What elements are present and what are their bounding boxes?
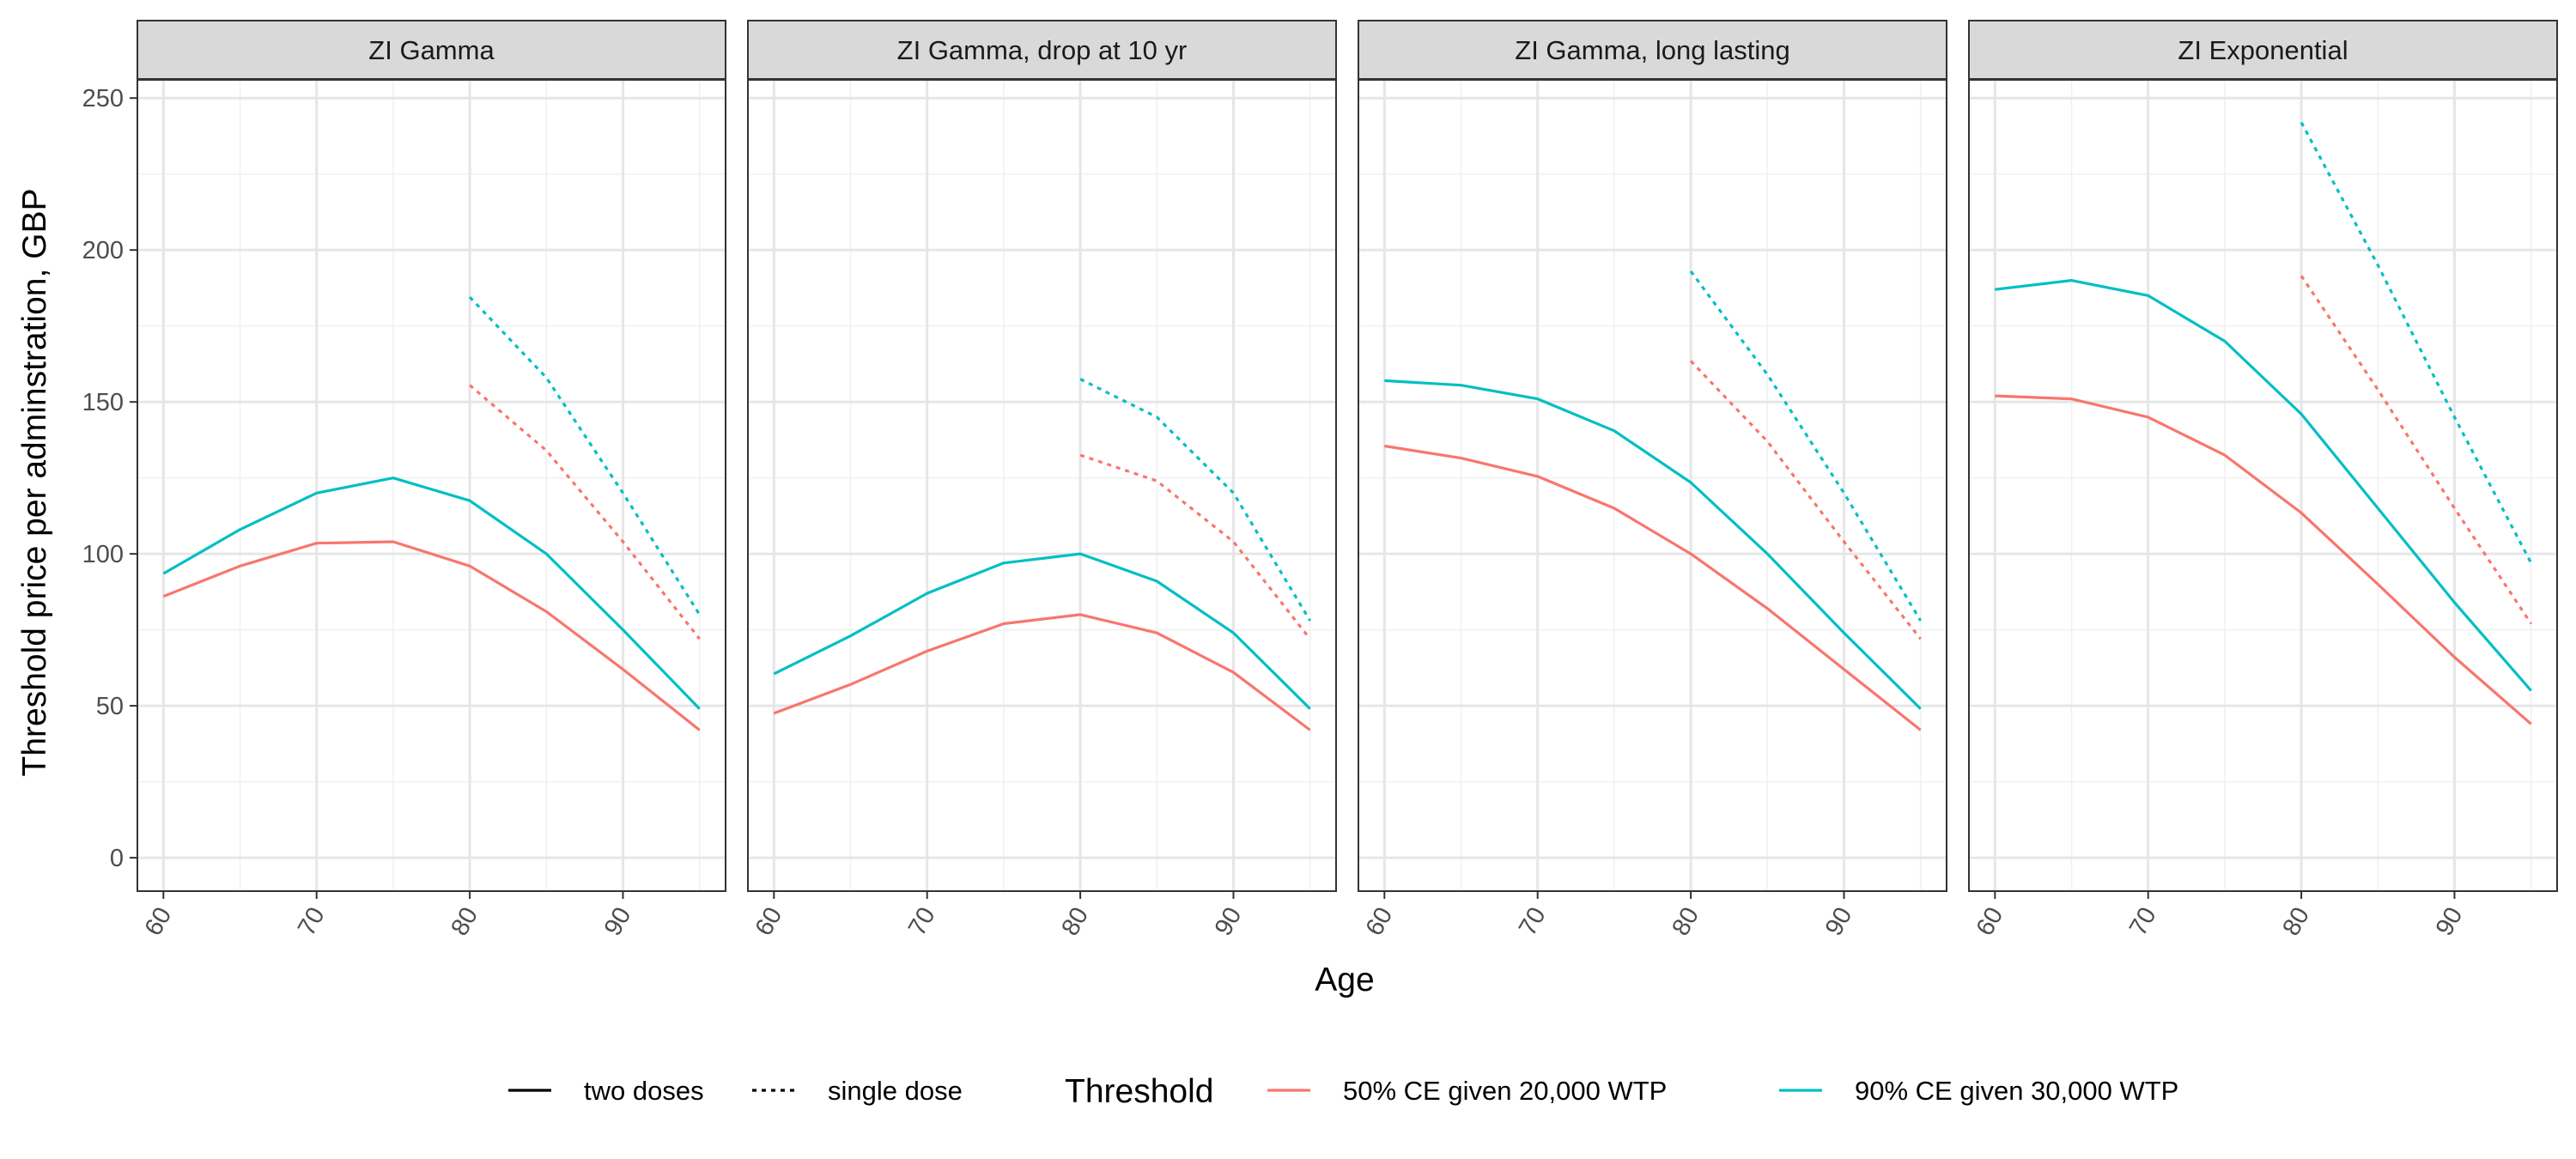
series-line-cyan-two-doses bbox=[1384, 379, 1922, 710]
gridlines bbox=[137, 80, 726, 891]
x-tick-label: 70 bbox=[1514, 903, 1552, 941]
gridlines bbox=[1358, 80, 1947, 891]
x-axis: 60 70 80 90 bbox=[1361, 891, 1858, 940]
x-tick-label: 80 bbox=[446, 903, 483, 941]
series-lines bbox=[1995, 121, 2533, 725]
panel-background bbox=[137, 80, 726, 891]
facet-panel-2: ZI Gamma, drop at 10 yr 60 70 80 90 bbox=[747, 20, 1337, 940]
series-line-red-two-doses bbox=[162, 540, 701, 731]
series-line-cyan-two-doses bbox=[773, 552, 1311, 710]
legend-title: Threshold bbox=[1065, 1073, 1213, 1110]
x-tick-label: 80 bbox=[1667, 903, 1704, 941]
legend-label: single dose bbox=[828, 1076, 963, 1106]
series-line-red-single-dose bbox=[1079, 453, 1311, 640]
panel-background bbox=[748, 80, 1336, 891]
series-line-red-single-dose bbox=[2300, 275, 2533, 625]
facet-strip bbox=[137, 20, 726, 80]
y-tick-label: 50 bbox=[96, 693, 124, 720]
y-tick-label: 0 bbox=[110, 845, 124, 872]
x-tick-label: 60 bbox=[140, 903, 178, 941]
x-tick-label: 80 bbox=[2277, 903, 2315, 941]
series-lines bbox=[162, 295, 702, 731]
y-tick-label: 200 bbox=[82, 237, 124, 264]
series-line-cyan-single-dose bbox=[468, 295, 702, 616]
facet-panel-4: ZI Exponential 60 70 80 90 bbox=[1968, 20, 2558, 940]
x-tick-label: 80 bbox=[1056, 903, 1094, 941]
x-tick-label: 90 bbox=[599, 903, 637, 941]
series-line-red-single-dose bbox=[1689, 360, 1922, 640]
legend-label: 50% CE given 20,000 WTP bbox=[1343, 1076, 1667, 1106]
y-axis: 0 50 100 150 200 250 bbox=[82, 85, 137, 872]
x-tick-label: 70 bbox=[2124, 903, 2162, 941]
legend: two doses single dose Threshold 50% CE give… bbox=[508, 1073, 2178, 1110]
series-line-cyan-single-dose bbox=[1079, 378, 1312, 622]
series-lines bbox=[773, 378, 1312, 731]
panels: ZI Gamma 60 70 80 90 ZI Gamma, drop at 10 yr 6… bbox=[137, 20, 2558, 940]
x-axis: 60 70 80 90 bbox=[1971, 891, 2469, 940]
series-line-red-two-doses bbox=[1384, 444, 1922, 731]
gridlines bbox=[748, 80, 1336, 891]
facet-strip bbox=[1968, 20, 2558, 80]
series-line-cyan-single-dose bbox=[1689, 270, 1923, 622]
x-axis-title: Age bbox=[1315, 962, 1374, 998]
x-axis: 60 70 80 90 bbox=[140, 891, 637, 940]
series-line-red-two-doses bbox=[773, 613, 1311, 731]
series-line-red-two-doses bbox=[1995, 394, 2532, 725]
series-line-cyan-two-doses bbox=[162, 476, 701, 710]
facet-strip-label: ZI Gamma, drop at 10 yr bbox=[897, 35, 1188, 65]
legend-label: 90% CE given 30,000 WTP bbox=[1855, 1076, 2178, 1106]
x-tick-label: 60 bbox=[750, 903, 788, 941]
x-tick-label: 70 bbox=[903, 903, 941, 941]
x-tick-label: 60 bbox=[1971, 903, 2009, 941]
x-tick-label: 60 bbox=[1361, 903, 1399, 941]
y-tick-label: 150 bbox=[82, 389, 124, 416]
x-tick-label: 90 bbox=[1820, 903, 1858, 941]
y-tick-label: 250 bbox=[82, 85, 124, 112]
series-line-red-single-dose bbox=[469, 384, 701, 640]
series-lines bbox=[1384, 270, 1923, 731]
gridlines bbox=[1969, 80, 2557, 891]
facet-strip bbox=[747, 20, 1337, 80]
facet-strip-label: ZI Gamma, long lasting bbox=[1515, 35, 1789, 65]
facet-panel-1: ZI Gamma 60 70 80 90 bbox=[137, 20, 726, 940]
series-line-cyan-two-doses bbox=[1995, 279, 2532, 692]
y-tick-label: 100 bbox=[82, 541, 124, 568]
x-tick-label: 70 bbox=[293, 903, 331, 941]
y-axis-title: Threshold price per adminstration, GBP bbox=[16, 189, 53, 777]
x-tick-label: 90 bbox=[2431, 903, 2469, 941]
series-line-cyan-single-dose bbox=[2300, 121, 2533, 564]
facet-strip-label: ZI Exponential bbox=[2178, 35, 2348, 65]
x-tick-label: 90 bbox=[1210, 903, 1248, 941]
x-axis: 60 70 80 90 bbox=[750, 891, 1248, 940]
facet-strip bbox=[1358, 20, 1947, 80]
legend-label: two doses bbox=[584, 1076, 704, 1106]
facet-panel-3: ZI Gamma, long lasting 60 70 80 90 bbox=[1358, 20, 1947, 940]
panel-background bbox=[1358, 80, 1947, 891]
facet-strip-label: ZI Gamma bbox=[368, 35, 495, 65]
